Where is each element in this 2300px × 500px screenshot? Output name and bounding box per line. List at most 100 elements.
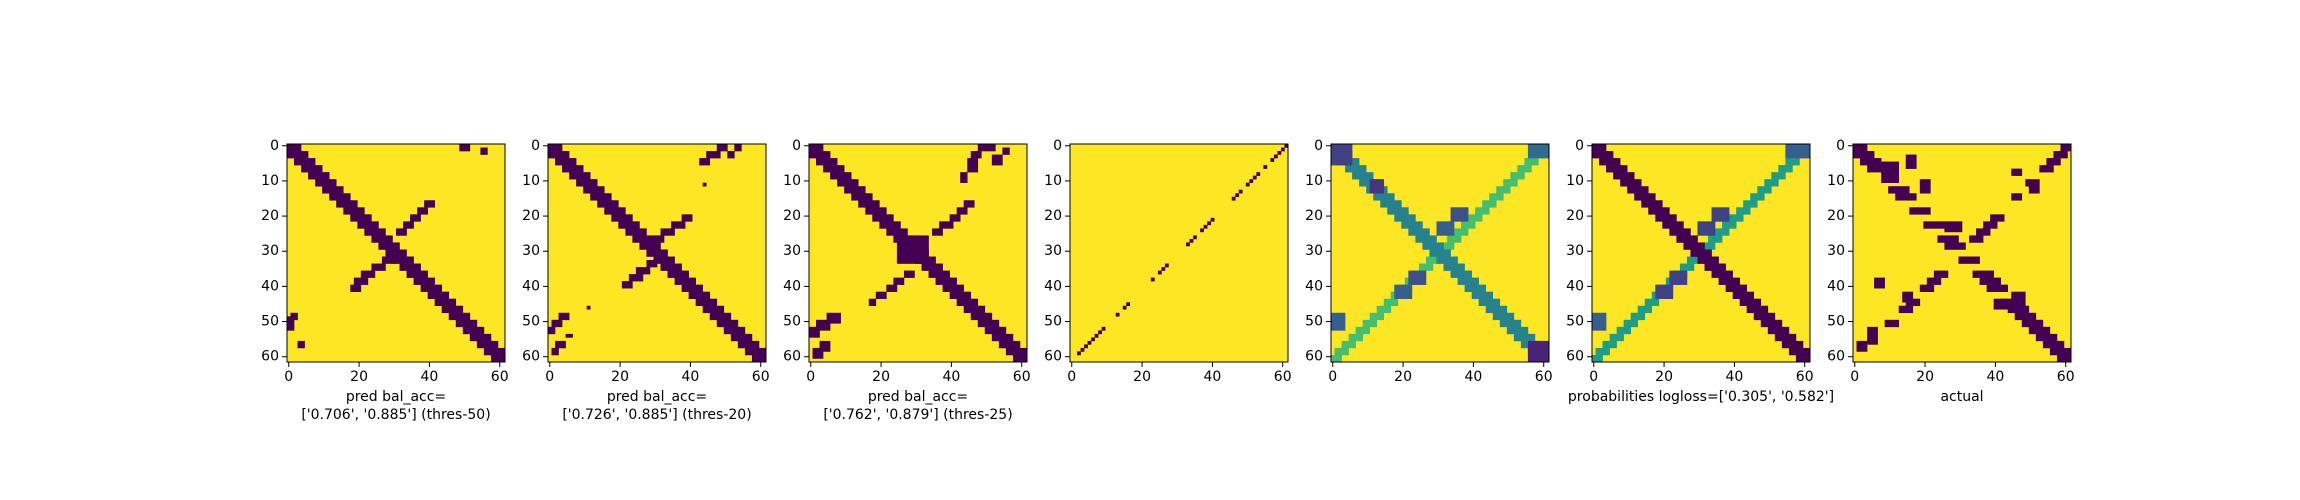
heatmap-cell [548,326,556,335]
heatmap-cell [1715,228,1730,236]
heatmap-cell [1599,158,1621,166]
y-tick-label: 60 [1044,349,1062,365]
heatmap-cell [837,179,859,187]
heatmap-cell [1923,221,1945,229]
y-tick-label: 40 [1827,278,1845,294]
heatmap-cell [1853,144,1868,152]
heatmap-cell [396,228,407,236]
heatmap-cell [371,263,386,271]
heatmap-cell [2056,354,2072,363]
heatmap-cell [1238,189,1243,194]
heatmap-cell [1926,277,1942,285]
heatmap-cell [1701,242,1716,250]
heatmap-cell [809,326,820,338]
axes-frame [808,143,1028,363]
x-tick-label: 20 [1133,369,1151,385]
heatmap-cell [1394,214,1416,222]
y-tick-label: 40 [1044,278,1062,294]
y-tick-label: 30 [1827,243,1845,259]
heatmap-cell [548,144,563,152]
heatmap-cell [1436,221,1455,236]
heatmap-cell [2011,193,2023,201]
heatmap-cell [1884,319,1900,328]
heatmap-cell [301,165,323,173]
y-tick-label: 10 [1566,173,1584,189]
heatmap-cell [1252,175,1257,180]
y-tick-label: 30 [783,243,801,259]
heatmap-cell [420,284,443,292]
y-tick-label: 0 [1314,138,1323,154]
heatmap-cell [1888,186,1910,194]
heatmap-cell [490,354,506,363]
heatmap-cell [723,326,746,335]
x-tick-label: 20 [1916,369,1934,385]
heatmap-cell [287,151,309,159]
x-tick-label: 20 [1655,369,1673,385]
heatmap-cell [1256,172,1261,176]
heatmap-cell [1778,165,1793,173]
heatmap-cell [385,249,407,257]
heatmap-cell [816,319,831,331]
heatmap-cell [1679,263,1695,271]
heatmap-cell [455,319,478,328]
heatmap-cell [459,144,471,152]
heatmap-cell [823,165,845,173]
heatmap-cell [1193,235,1197,240]
heatmap-cell [1492,312,1515,321]
heatmap-cell [1919,179,1931,194]
heatmap-cell [939,221,954,229]
heatmap-cell [1464,284,1487,292]
heatmap-cell [1867,165,1889,173]
y-tick-label: 50 [1827,314,1845,330]
y-tick-label: 60 [1827,349,1845,365]
heatmap-cell [403,221,414,229]
heatmap-cell [653,256,675,264]
heatmap-cell [1422,242,1444,250]
heatmap-cell [998,340,1021,349]
heatmap-cell [1345,165,1367,173]
heatmap-cell [1683,242,1705,250]
y-tick-label: 50 [261,314,279,330]
heatmap-cell [956,298,979,307]
heatmap-cell [1425,256,1441,264]
heatmap-cell [734,144,742,152]
heatmap-cell [2011,291,2026,307]
y-tick-label: 40 [783,278,801,294]
heatmap-cell [977,144,996,152]
heatmap-cell [1979,277,2001,285]
y-tick-label: 50 [1044,314,1062,330]
heatmap-cell [1944,221,1963,233]
y-tick-label: 0 [270,138,279,154]
heatmap-cell [1620,179,1642,187]
heatmap-cell [555,158,577,166]
heatmap-cell [1725,284,1748,292]
heatmap-cell [1383,298,1399,307]
heatmap-cell [812,347,824,359]
heatmap-cell [1489,193,1504,201]
heatmap-cell [406,270,428,278]
heatmap-cell [1524,158,1539,166]
heatmap-cell [2053,151,2068,159]
heatmap-cell [702,182,707,187]
heatmap-cell [671,221,686,229]
heatmap-cell [1362,319,1378,328]
heatmap-cell [699,158,711,166]
y-tick-label: 30 [522,243,540,259]
x-tick-label: 0 [1067,369,1076,385]
heatmap-cell [1623,319,1639,328]
heatmap-cell [1972,270,1994,278]
heatmap-cell [921,263,943,271]
axes-frame [1591,143,1811,363]
heatmap-cell [1919,284,1935,292]
heatmap-cell [1750,193,1765,201]
heatmap-cell [1436,256,1458,264]
heatmap-cell [702,305,725,314]
axes-frame [286,143,506,363]
heatmap-cell [329,193,351,201]
heatmap-cell [625,228,647,236]
heatmap-cell [621,281,633,289]
axes-frame [1852,143,2072,363]
heatmap-cell [1881,161,1900,183]
heatmap-cell [639,242,661,250]
heatmap-cell [1785,144,1811,159]
